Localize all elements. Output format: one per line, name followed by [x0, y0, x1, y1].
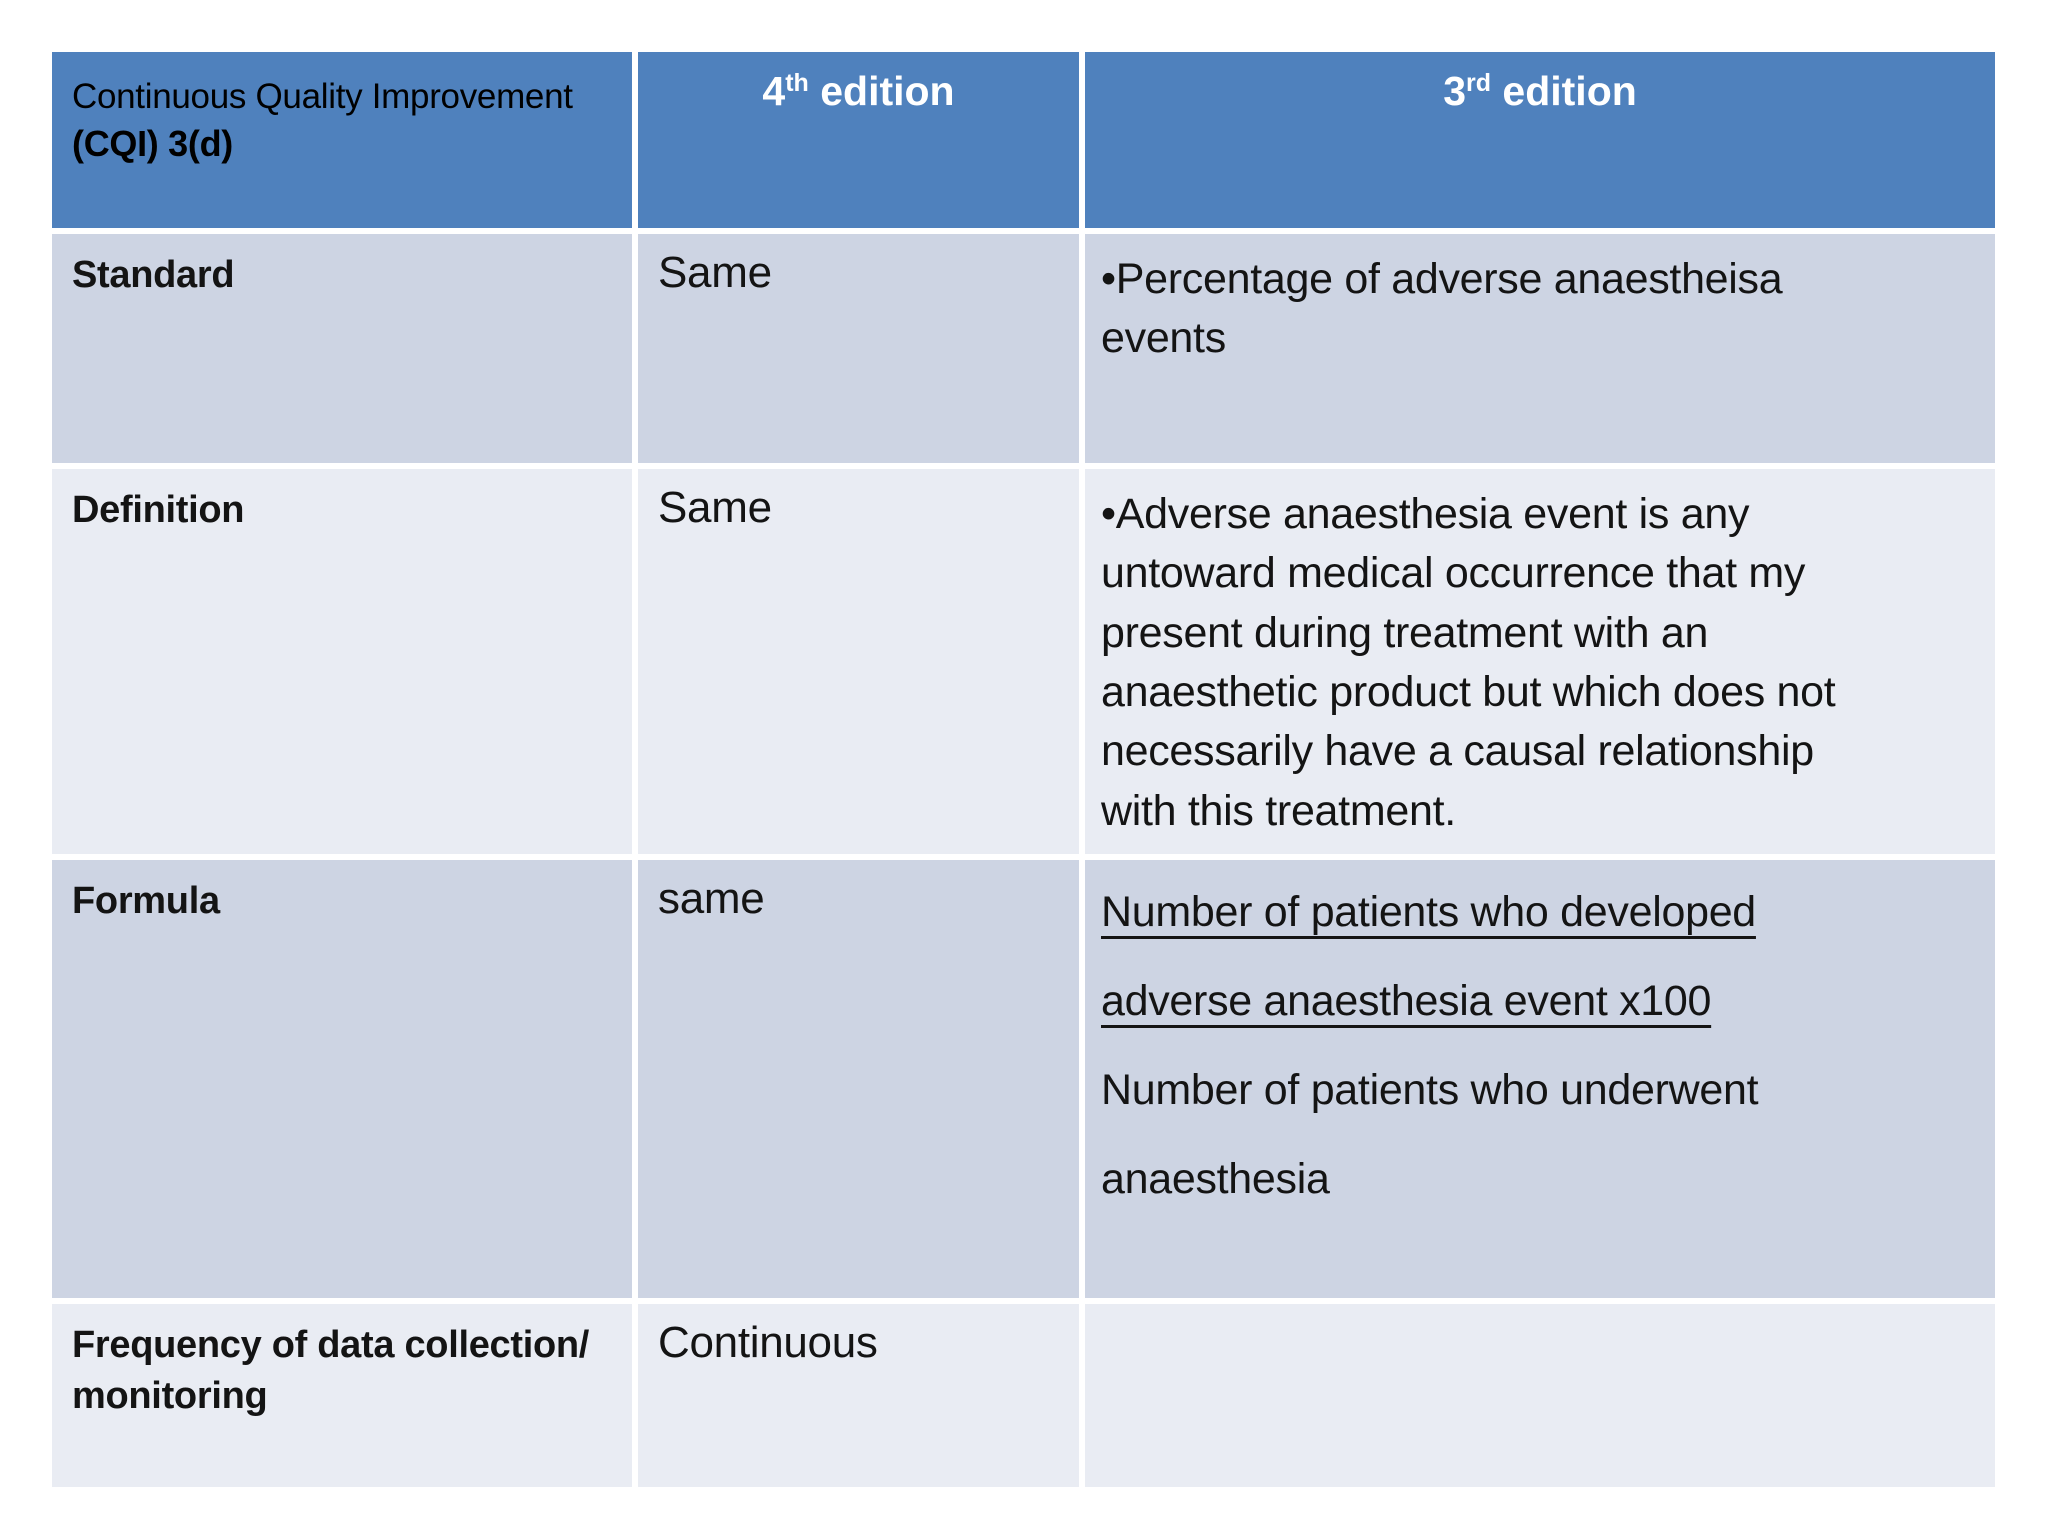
edition3-word: edition [1491, 68, 1637, 114]
formula-numerator-line: Number of patients who developed [1101, 888, 1756, 936]
edition3-ordinal-suffix: rd [1466, 69, 1492, 97]
frequency-3rd-edition-cell [1085, 1304, 1995, 1487]
definition-3rd-edition-line: necessarily have a causal relationship [1101, 727, 1814, 776]
formula-3rd-edition-cell: Number of patients who developed adverse… [1085, 860, 1995, 1298]
header-cell-cqi-title: Continuous Quality Improvement (CQI) 3(d… [52, 52, 632, 228]
standard-3rd-edition-line: events [1101, 314, 1226, 363]
definition-3rd-edition-line: with this treatment. [1101, 786, 1456, 835]
header-cell-3rd-edition: 3rd edition [1085, 52, 1995, 228]
definition-3rd-edition-cell: •Adverse anaesthesia event is any untowa… [1085, 469, 1995, 854]
header-cell-4th-edition: 4th edition [638, 52, 1079, 228]
edition4-word: edition [808, 68, 955, 114]
definition-3rd-edition-line: present during treatment with an [1101, 608, 1709, 657]
formula-numerator-line: adverse anaesthesia event x100 [1101, 977, 1712, 1026]
standard-3rd-edition-cell: •Percentage of adverse anaestheisa event… [1085, 234, 1995, 463]
edition4-ordinal-suffix: th [785, 69, 809, 97]
definition-3rd-edition-line: anaesthetic product but which does not [1101, 667, 1836, 716]
formula-denominator-line: Number of patients who underwent [1101, 1066, 1759, 1115]
frequency-label-line2: monitoring [72, 1375, 268, 1418]
standard-label-cell: Standard [52, 234, 632, 463]
edition4-number: 4 [762, 68, 786, 114]
definition-3rd-edition-line: untoward medical occurrence that my [1101, 549, 1806, 598]
frequency-4th-edition-cell: Continuous [638, 1304, 1079, 1487]
formula-4th-edition-cell: same [638, 860, 1079, 1298]
formula-label-cell: Formula [52, 860, 632, 1298]
standard-4th-edition-cell: Same [638, 234, 1079, 463]
frequency-label-line1: Frequency of data collection/ [72, 1324, 590, 1366]
definition-label-cell: Definition [52, 469, 632, 854]
formula-denominator-line: anaesthesia [1101, 1155, 1330, 1204]
cqi-title-line1: Continuous Quality Improvement [72, 77, 573, 116]
definition-3rd-edition-line: •Adverse anaesthesia event is any [1101, 490, 1750, 538]
cqi-title-line2: (CQI) 3(d) [72, 123, 233, 165]
cqi-comparison-table: Continuous Quality Improvement (CQI) 3(d… [52, 52, 1995, 1487]
edition3-number: 3 [1443, 68, 1467, 114]
definition-4th-edition-cell: Same [638, 469, 1079, 854]
standard-3rd-edition-line: •Percentage of adverse anaestheisa [1101, 255, 1783, 303]
frequency-label-cell: Frequency of data collection/ monitoring [52, 1304, 632, 1487]
